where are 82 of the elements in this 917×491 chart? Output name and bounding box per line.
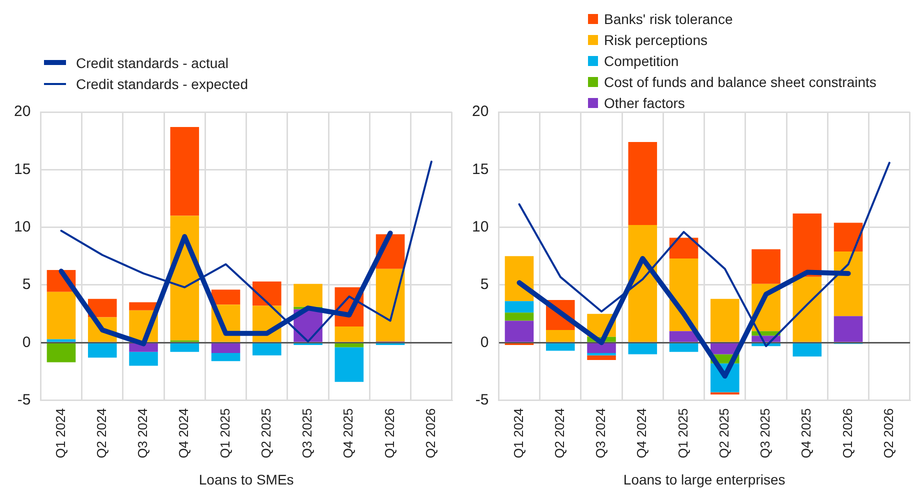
y-tick-label: 5 — [22, 276, 31, 294]
y-tick-label: -5 — [475, 391, 489, 408]
bar — [546, 330, 575, 342]
x-axis-title: Loans to large enterprises — [623, 471, 786, 488]
x-tick-label: Q1 2026 — [382, 408, 397, 458]
legend-label: Competition — [604, 52, 679, 68]
bar — [792, 276, 822, 342]
x-tick-label: Q3 2024 — [135, 408, 150, 458]
x-tick-label: Q2 2026 — [423, 408, 438, 458]
legend-label: Credit standards - expected — [76, 76, 248, 92]
y-tick-label: 5 — [480, 276, 489, 294]
bar — [834, 316, 863, 342]
bar — [834, 222, 863, 252]
x-tick-label: Q1 2025 — [217, 408, 232, 458]
x-tick-label: Q4 2024 — [634, 408, 650, 458]
bar — [334, 347, 364, 382]
legend-label: Risk perceptions — [604, 32, 708, 48]
x-tick-label: Q3 2025 — [300, 408, 315, 458]
legend-label: Banks' risk tolerance — [604, 10, 733, 26]
bar — [792, 213, 822, 277]
x-tick-label: Q1 2024 — [52, 408, 68, 458]
legend-label: Credit standards - actual — [76, 54, 229, 70]
y-tick-label: 0 — [480, 334, 489, 351]
bar — [88, 343, 117, 358]
legend-label: Cost of funds and balance sheet constraints — [604, 74, 876, 90]
bar — [628, 142, 658, 226]
bar — [129, 352, 158, 366]
bar — [46, 292, 76, 340]
bar — [710, 298, 740, 342]
x-tick-label: Q3 2024 — [593, 408, 608, 458]
legend-label: Other factors — [604, 94, 685, 110]
bar — [211, 290, 240, 305]
bar — [376, 268, 405, 342]
x-tick-label: Q2 2025 — [716, 408, 732, 458]
x-axis-title: Loans to SMEs — [198, 471, 294, 488]
bar — [587, 343, 616, 354]
bar — [334, 326, 364, 342]
bar — [88, 298, 117, 318]
bar — [792, 343, 822, 356]
bar — [46, 343, 76, 362]
x-tick-label: Q4 2024 — [176, 408, 192, 458]
x-tick-label: Q2 2026 — [881, 408, 896, 458]
bar — [252, 282, 282, 306]
bar — [669, 331, 698, 342]
x-tick-label: Q1 2026 — [840, 408, 855, 458]
bar — [834, 252, 863, 316]
bar — [504, 256, 534, 302]
bar — [546, 343, 575, 351]
bar — [129, 302, 158, 310]
bar — [628, 343, 658, 354]
bar — [211, 353, 240, 362]
bar — [170, 126, 200, 216]
bar — [504, 320, 534, 342]
bar — [669, 238, 698, 258]
y-tick-label: 0 — [22, 334, 31, 351]
y-tick-label: 15 — [472, 160, 489, 178]
bar — [46, 339, 76, 342]
y-tick-label: 10 — [14, 218, 31, 236]
bar — [504, 312, 534, 321]
x-tick-label: Q4 2025 — [798, 408, 814, 458]
y-tick-label: 20 — [472, 103, 489, 120]
bar — [587, 355, 616, 360]
x-tick-label: Q3 2025 — [758, 408, 773, 458]
x-tick-label: Q2 2024 — [94, 408, 109, 458]
x-tick-label: Q1 2024 — [510, 408, 526, 458]
bar — [294, 284, 322, 307]
bar — [334, 343, 364, 348]
bar — [252, 343, 282, 356]
x-tick-label: Q4 2025 — [340, 408, 356, 458]
y-tick-label: 10 — [472, 218, 489, 236]
bar — [752, 249, 780, 284]
y-tick-label: 20 — [14, 103, 31, 120]
x-tick-label: Q2 2025 — [258, 408, 274, 458]
bar — [211, 343, 240, 354]
bar — [669, 343, 698, 352]
x-tick-label: Q2 2024 — [552, 408, 567, 458]
bar — [504, 301, 534, 313]
y-tick-label: -5 — [17, 391, 31, 408]
bar — [129, 343, 158, 352]
bar — [170, 343, 200, 352]
y-tick-label: 15 — [14, 160, 31, 178]
x-tick-label: Q1 2025 — [675, 408, 690, 458]
